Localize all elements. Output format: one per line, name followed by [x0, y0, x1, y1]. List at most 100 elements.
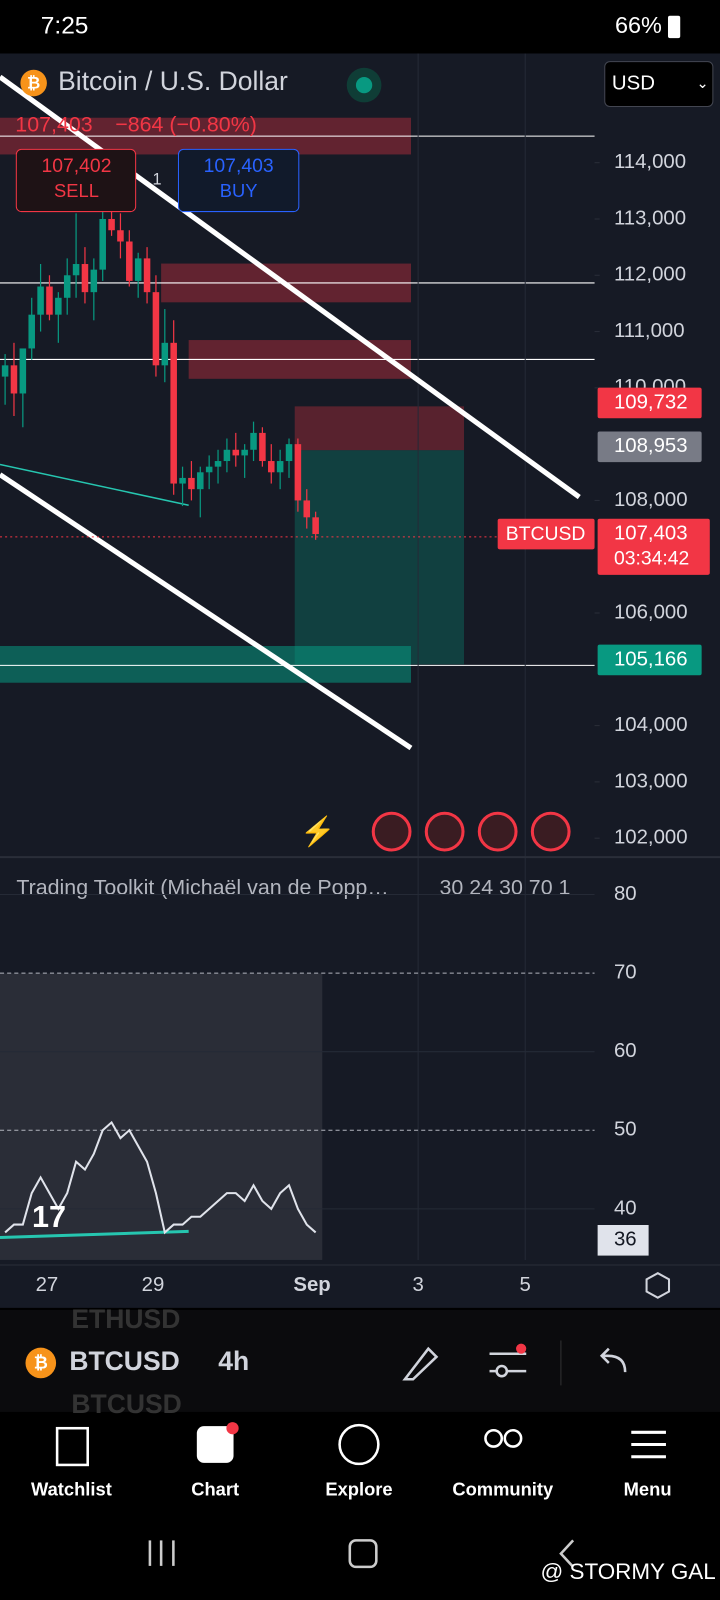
y-tick-label: 80 [614, 883, 637, 905]
settings-icon[interactable] [645, 1272, 671, 1299]
home-button[interactable] [348, 1539, 378, 1569]
toolbar-symbol[interactable]: BTCUSD [69, 1346, 179, 1376]
coin-glyph: ₿ [27, 74, 40, 92]
x-tick-label: 3 [412, 1274, 423, 1296]
indicators-icon[interactable] [489, 1343, 527, 1378]
nav-icon [338, 1423, 380, 1466]
y-tick-label: 112,000 [614, 264, 686, 286]
nav-label[interactable]: Community [452, 1478, 554, 1499]
nav-label[interactable]: Menu [624, 1478, 672, 1499]
price-tag-label: 109,732 [614, 391, 688, 413]
y-tick-label: 102,000 [614, 827, 688, 849]
candle-body [143, 258, 151, 293]
symbol-tag [497, 518, 595, 550]
candle-body [63, 275, 71, 298]
system-bar: @ STORMY GAL 7:25 66% [41, 12, 716, 1584]
coin-icon [20, 69, 47, 97]
last-price-tag [597, 518, 710, 575]
back-button[interactable] [559, 1539, 575, 1568]
channel-line [0, 472, 413, 751]
x-tick-label: 27 [36, 1274, 59, 1296]
battery: 66% [615, 12, 662, 38]
stop-zone [294, 406, 465, 451]
candle-body [134, 258, 142, 281]
oscillator: 40 50 60 70 80 36 [0, 883, 649, 1256]
candle-body [108, 218, 115, 231]
y-tick-label: 111,000 [614, 320, 685, 342]
candle-body [303, 500, 311, 518]
nav-label[interactable]: Watchlist [31, 1478, 112, 1499]
ghost-symbol: ETHUSD [71, 1304, 180, 1334]
currency-select[interactable] [604, 61, 714, 108]
price-tag [597, 387, 702, 419]
event-icons: ⚡ [300, 811, 571, 852]
y-tick-label: 60 [614, 1040, 637, 1062]
channel-line [0, 74, 581, 500]
candle-body [161, 342, 169, 366]
candle-body [205, 466, 213, 473]
coin-icon [25, 1347, 57, 1379]
candle-body [37, 286, 44, 315]
osc-last-tag [597, 1224, 649, 1256]
market-status-dot [355, 76, 373, 94]
change: −864 (−0.80%) [115, 113, 257, 137]
candle-body [55, 297, 62, 315]
interval[interactable]: 4h [218, 1346, 249, 1376]
buy-button[interactable] [177, 148, 300, 213]
logo: 17 [32, 1200, 66, 1234]
event-icon[interactable] [424, 811, 465, 852]
event-icon[interactable] [530, 811, 571, 852]
quote: 107,403 [15, 113, 92, 137]
candle-body [72, 264, 80, 276]
trend-line [0, 463, 189, 507]
osc-line [4, 1120, 317, 1235]
candle-body [285, 444, 293, 462]
draw-icon[interactable] [402, 1346, 439, 1381]
candle-body [1, 365, 9, 377]
nav-label[interactable]: Chart [191, 1478, 239, 1499]
osc-last-label: 36 [614, 1229, 637, 1251]
candle-body [241, 449, 248, 456]
y-tick-label: 113,000 [614, 207, 686, 229]
candle-body [232, 449, 240, 456]
spread: 1 [153, 170, 162, 188]
candle-body [19, 348, 27, 394]
sell-label: SELL [54, 180, 99, 201]
osc-name: Trading Toolkit (Michaël van de Popp… [16, 875, 388, 899]
candle-body [46, 286, 53, 315]
toolbar-background [0, 1309, 720, 1412]
nav-label[interactable]: Explore [325, 1478, 392, 1499]
candle-body [312, 517, 319, 535]
currency: USD [612, 72, 655, 94]
buy-label: BUY [220, 180, 258, 201]
candles [1, 202, 319, 540]
candle-body [99, 218, 106, 270]
event-icon[interactable] [371, 811, 412, 852]
recent-apps[interactable] [148, 1540, 175, 1566]
y-tick-label: 70 [614, 961, 637, 983]
y-tick-label: 104,000 [614, 714, 688, 736]
x-tick-label: Sep [293, 1274, 330, 1296]
price-tag-label: 105,166 [614, 648, 688, 670]
zone [0, 646, 411, 683]
price-tag [597, 431, 702, 463]
chevron: ⌄ [697, 76, 709, 92]
candle-body [90, 269, 98, 293]
bottom-nav: Watchlist Chart Explore Community Menu [0, 1413, 720, 1516]
candle-body [10, 365, 18, 394]
candle-body [214, 461, 222, 467]
nav-icon [196, 1426, 234, 1463]
candle-body [268, 461, 275, 473]
sell-price: 107,402 [41, 155, 111, 177]
event-icon[interactable] [477, 811, 518, 852]
ghost-symbol: BTCUSD [71, 1389, 181, 1419]
sell-button[interactable] [15, 148, 137, 213]
y-tick-label: 40 [614, 1197, 637, 1219]
undo-icon[interactable] [599, 1347, 627, 1373]
candle-body [170, 342, 177, 484]
osc-params: 30 24 30 70 1 [440, 875, 571, 899]
candle-body [28, 314, 35, 349]
candle-body [188, 477, 195, 490]
candle-body [179, 477, 186, 484]
